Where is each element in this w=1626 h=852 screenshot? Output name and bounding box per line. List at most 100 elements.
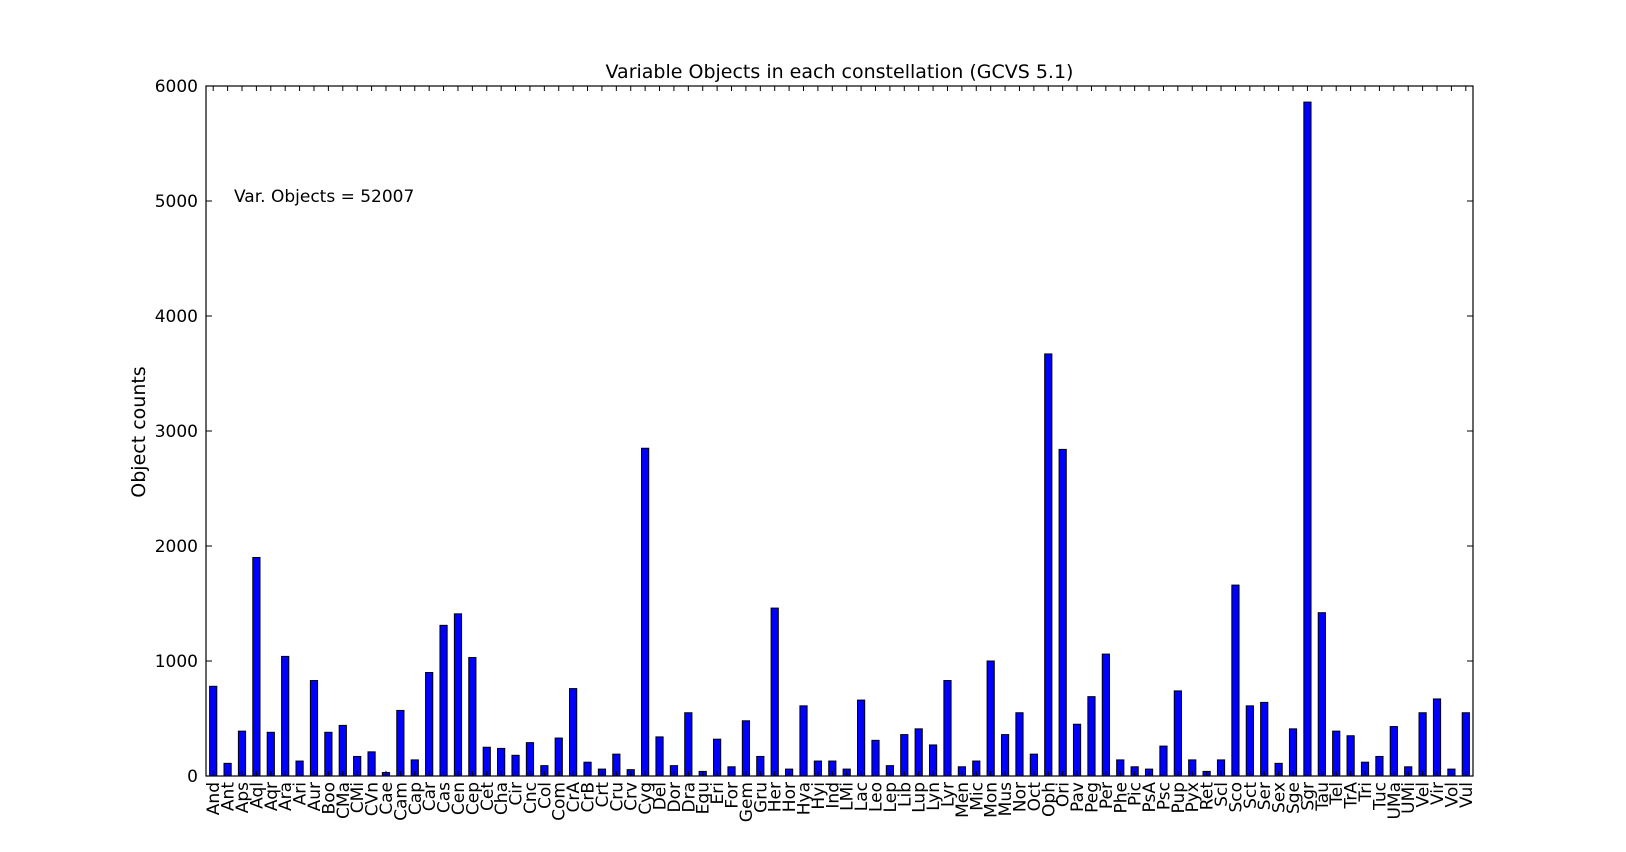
- x-tick-label: Ara: [276, 782, 296, 811]
- bar-Pup: [1173, 690, 1182, 777]
- x-tick-label: Cnc: [521, 782, 541, 814]
- x-tick-label: Lib: [895, 782, 915, 807]
- x-tick-label: CMa: [334, 782, 354, 819]
- x-tick-label: Sct: [1241, 782, 1261, 809]
- bar-Mon: [986, 660, 995, 777]
- x-tick-label: TrA: [1342, 782, 1362, 810]
- bar-Cam: [396, 709, 405, 777]
- x-tick-label: Cyg: [636, 782, 656, 815]
- x-tick-label: Pyx: [1183, 782, 1203, 812]
- bar-Oph: [1044, 353, 1053, 777]
- x-tick-label: Boo: [319, 782, 339, 814]
- x-tick-label: Psc: [1154, 782, 1174, 810]
- x-tick-label: Mon: [982, 782, 1002, 818]
- x-tick-label: Sge: [1284, 782, 1304, 814]
- x-tick-label: Lyr: [938, 782, 958, 807]
- bar-Gem: [741, 720, 751, 777]
- y-axis-label: Object counts: [128, 366, 150, 497]
- x-tick-label: LMi: [838, 782, 858, 811]
- x-tick-label: Oph: [1039, 782, 1059, 817]
- bar-Com: [554, 737, 563, 777]
- x-tick-label: CrB: [579, 782, 599, 813]
- x-tick-label: Ari: [291, 782, 311, 805]
- x-tick-label: Cep: [463, 782, 483, 815]
- x-tick-label: Lup: [910, 782, 930, 813]
- x-tick-label: Nor: [1010, 782, 1030, 812]
- bar-Pav: [1072, 723, 1082, 777]
- x-tick-label: Lyn: [924, 782, 944, 811]
- bar-TrA: [1346, 735, 1355, 777]
- x-tick-label: Vel: [1414, 782, 1434, 808]
- bar-Aqr: [266, 731, 275, 777]
- bar-Per: [1101, 653, 1110, 777]
- bar-Peg: [1087, 696, 1096, 777]
- bar-Vul: [1461, 712, 1470, 777]
- bar-Leo: [871, 739, 880, 777]
- x-tick-label: Vul: [1457, 782, 1477, 808]
- x-tick-label: CVn: [363, 782, 383, 816]
- bar-Ara: [281, 655, 290, 777]
- x-tick-label: Cae: [377, 782, 397, 815]
- y-axis-ticks: 0 1000 2000 3000 4000 5000 6000: [155, 77, 1473, 787]
- x-tick-label: Cet: [478, 782, 498, 811]
- bar-Sgr: [1303, 101, 1312, 777]
- x-tick-label: Ser: [1255, 782, 1275, 810]
- x-tick-label: Vir: [1428, 782, 1448, 805]
- bar-Lyr: [943, 680, 952, 777]
- bar-Sct: [1245, 705, 1254, 777]
- x-tick-label: For: [723, 782, 743, 809]
- x-tick-label: And: [204, 782, 224, 815]
- x-tick-label: Ret: [1198, 782, 1218, 811]
- y-tick-label: 6000: [155, 77, 198, 97]
- x-tick-label: Sex: [1270, 782, 1290, 813]
- x-tick-label: Ant: [219, 782, 239, 811]
- y-tick-label: 4000: [155, 307, 198, 327]
- bar-Sco: [1231, 584, 1240, 777]
- bar-Cnc: [525, 742, 535, 777]
- x-tick-label: Com: [550, 782, 570, 821]
- plot-frame: [205, 85, 1474, 777]
- x-tick-label: Pic: [1126, 782, 1146, 806]
- x-tick-label: Lac: [852, 782, 872, 811]
- x-tick-label: Leo: [866, 782, 886, 812]
- chart-title: Variable Objects in each constellation (…: [606, 61, 1074, 83]
- bar-Cen: [453, 613, 463, 777]
- x-tick-label: Gru: [751, 782, 771, 813]
- bar-Vel: [1418, 712, 1427, 777]
- bar-Car: [425, 672, 434, 777]
- x-tick-label: Aqr: [262, 782, 282, 811]
- bar-Her: [770, 607, 779, 777]
- x-tick-label: Scl: [1212, 782, 1232, 807]
- x-tick-label: Crv: [622, 782, 642, 811]
- bar-Nor: [1015, 712, 1024, 777]
- x-tick-label: Her: [766, 782, 786, 812]
- bars: [209, 101, 1470, 777]
- bar-Mus: [1000, 734, 1010, 777]
- x-tick-label: Sgr: [1298, 782, 1318, 811]
- bar-Ser: [1260, 701, 1269, 777]
- y-tick-label: 1000: [155, 652, 198, 672]
- bar-UMa: [1389, 726, 1398, 777]
- x-tick-label: Cam: [391, 782, 411, 821]
- x-tick-label: Vol: [1442, 782, 1462, 807]
- x-tick-label: Phe: [1111, 782, 1131, 814]
- x-tick-label: Pav: [1068, 782, 1088, 812]
- x-tick-label: Sco: [1226, 782, 1246, 813]
- x-tick-label: Cas: [435, 782, 455, 813]
- x-tick-label: Dor: [665, 782, 685, 812]
- bar-Ori: [1058, 448, 1067, 777]
- y-tick-label: 3000: [155, 422, 198, 442]
- x-tick-label: Gem: [737, 782, 757, 822]
- x-tick-label: Mic: [967, 782, 987, 811]
- y-tick-label: 0: [187, 767, 198, 787]
- x-tick-label: Car: [420, 782, 440, 811]
- x-tick-label: Cap: [406, 782, 426, 815]
- x-tick-label: Peg: [1082, 782, 1102, 813]
- x-tick-label: Crt: [593, 782, 613, 808]
- bar-Boo: [324, 731, 333, 777]
- x-tick-label: Aps: [233, 782, 253, 813]
- bar-Hya: [799, 705, 808, 777]
- bar-Tel: [1332, 730, 1341, 777]
- bar-Dra: [684, 712, 693, 777]
